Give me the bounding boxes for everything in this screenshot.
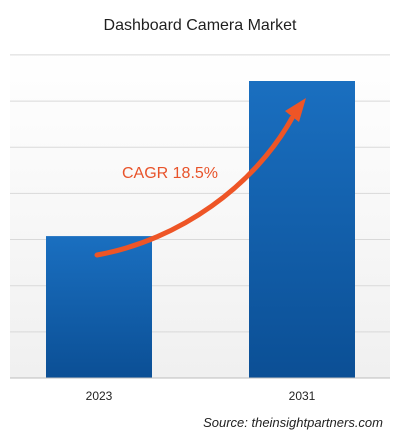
x-tick-label: 2023 [86,389,113,403]
bars [46,81,355,378]
cagr-arrow [94,115,295,258]
chart-title: Dashboard Camera Market [104,17,298,34]
cagr-arrow-head [285,98,306,122]
bar-2023 [46,236,152,378]
x-tick-label: 2031 [289,389,316,403]
cagr-annotation: CAGR 18.5% [122,165,218,182]
source-credit: Source: theinsightpartners.com [203,415,383,430]
x-axis-ticks: 2023 2031 [86,389,316,403]
bar-2031 [249,81,355,378]
